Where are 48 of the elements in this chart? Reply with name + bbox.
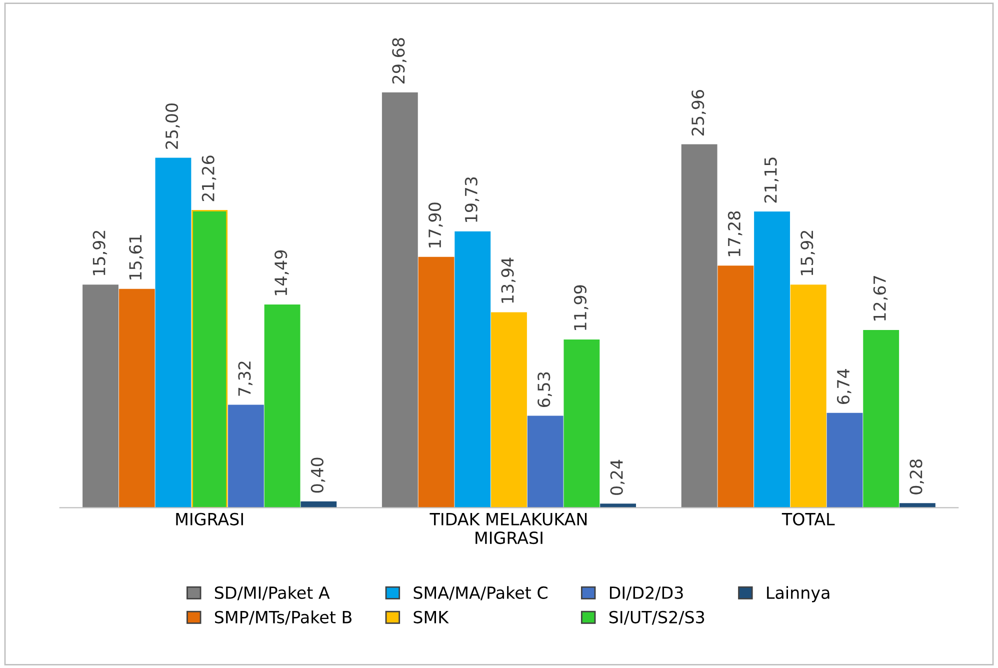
bar bbox=[454, 231, 491, 508]
bar bbox=[264, 304, 300, 508]
bar bbox=[155, 158, 192, 508]
data-label: 25,00 bbox=[165, 103, 180, 149]
x-tick-label: TIDAK MELAKUKAN MIGRASI bbox=[430, 513, 587, 544]
legend-label: Lainnya bbox=[767, 586, 830, 602]
data-label: 15,61 bbox=[129, 235, 144, 280]
bar bbox=[564, 339, 600, 508]
x-tick-label: TOTAL bbox=[782, 512, 835, 526]
data-label: 0,28 bbox=[910, 459, 924, 494]
bar bbox=[790, 284, 826, 508]
bar bbox=[681, 144, 718, 508]
bar bbox=[418, 256, 454, 508]
data-label: 15,92 bbox=[800, 230, 815, 276]
bar bbox=[754, 212, 790, 508]
legend-label: SMA/MA/Paket C bbox=[414, 586, 548, 600]
data-label: 17,90 bbox=[428, 202, 443, 248]
bar bbox=[228, 404, 264, 508]
bar bbox=[527, 416, 564, 508]
bar bbox=[826, 412, 863, 508]
data-label: 6,53 bbox=[538, 372, 552, 407]
data-label: 21,15 bbox=[764, 158, 779, 203]
bar bbox=[718, 266, 754, 508]
bar bbox=[82, 284, 118, 508]
data-label: 14,49 bbox=[274, 250, 289, 296]
data-label: 21,26 bbox=[202, 156, 216, 202]
bar bbox=[382, 92, 418, 508]
legend-label: DI/D2/D3 bbox=[610, 586, 683, 600]
data-label: 13,94 bbox=[501, 258, 516, 303]
bar bbox=[118, 288, 155, 508]
legend-label: SMK bbox=[414, 610, 449, 624]
data-label: 0,40 bbox=[310, 458, 326, 493]
bar bbox=[863, 330, 900, 508]
data-label: 25,96 bbox=[692, 90, 706, 136]
data-label: 29,68 bbox=[392, 38, 406, 84]
legend-label: SD/MI/Paket A bbox=[214, 586, 330, 600]
data-label: 15,92 bbox=[92, 230, 108, 276]
data-label: 11,99 bbox=[574, 285, 588, 330]
x-tick-label: MIGRASI bbox=[176, 512, 243, 526]
bar bbox=[491, 312, 527, 508]
data-label: 17,28 bbox=[728, 211, 742, 256]
data-label: 19,73 bbox=[464, 177, 480, 222]
data-label: 12,67 bbox=[873, 276, 888, 321]
legend-label: SI/UT/S2/S3 bbox=[609, 610, 704, 625]
data-label: 7,32 bbox=[238, 362, 252, 396]
data-label: 6,74 bbox=[836, 369, 852, 404]
data-label: 0,24 bbox=[610, 460, 625, 495]
legend-label: SMP/MTs/Paket B bbox=[214, 610, 352, 625]
